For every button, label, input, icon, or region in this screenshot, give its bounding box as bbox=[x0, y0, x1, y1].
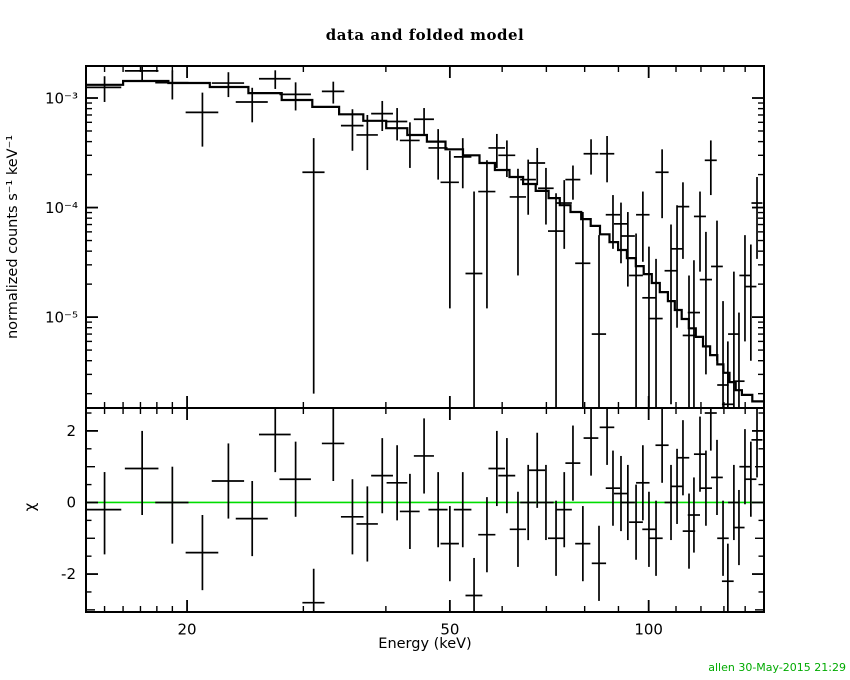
folded-model-histogram bbox=[86, 79, 764, 403]
x-axis-tick-labels: 20 50 100 bbox=[178, 621, 663, 639]
y-axis-tick-labels-top: 10⁻³ 10⁻⁴ 10⁻⁵ bbox=[45, 90, 78, 327]
panel-frames bbox=[85, 65, 765, 613]
spectrum-data-points bbox=[86, 66, 763, 408]
svg-text:10⁻⁵: 10⁻⁵ bbox=[45, 309, 78, 327]
chart-title: data and folded model bbox=[325, 26, 525, 44]
y-axis-label-chi: χ bbox=[21, 502, 39, 512]
plot-signature-timestamp: allen 30-May-2015 21:29 bbox=[708, 661, 846, 674]
svg-text:-2: -2 bbox=[61, 565, 76, 583]
svg-text:50: 50 bbox=[440, 621, 459, 639]
svg-text:20: 20 bbox=[178, 621, 197, 639]
y-axis-label-counts: normalized counts s⁻¹ keV⁻¹ bbox=[5, 134, 21, 340]
y-axis-tick-labels-bottom: -2 0 2 bbox=[61, 422, 76, 583]
svg-text:10⁻³: 10⁻³ bbox=[45, 90, 78, 108]
svg-text:2: 2 bbox=[66, 422, 76, 440]
svg-text:0: 0 bbox=[66, 493, 76, 511]
residual-data-points bbox=[86, 408, 763, 612]
x-axis-label-energy: Energy (keV) bbox=[378, 636, 472, 652]
svg-text:100: 100 bbox=[634, 621, 663, 639]
axis-ticks bbox=[86, 66, 764, 612]
svg-text:10⁻⁴: 10⁻⁴ bbox=[45, 199, 78, 217]
